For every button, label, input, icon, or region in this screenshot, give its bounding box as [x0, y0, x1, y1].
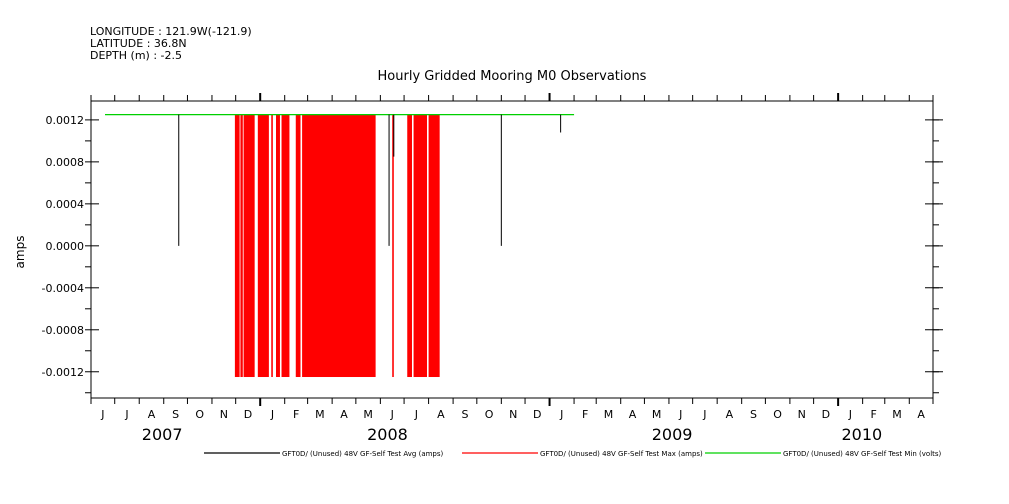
month-label-34: A [917, 408, 925, 421]
month-label-4: O [195, 408, 204, 421]
month-label-15: S [461, 408, 468, 421]
max-series-block-12 [428, 114, 440, 378]
month-label-23: M [652, 408, 662, 421]
y-axis: -0.0012 -0.0008 -0.0004 0.0000 0.0004 0.0008 0… [42, 114, 943, 394]
max-series-block-3 [257, 114, 269, 378]
month-label-13: J [414, 408, 418, 421]
month-label-7: J [270, 408, 274, 421]
header-longitude: LONGITUDE : 121.9W(-121.9) [90, 25, 252, 38]
y-tick-label-3: 0.0000 [46, 240, 85, 253]
legend-label-0: GFT0D/ (Unused) 48V GF-Self Test Avg (am… [282, 450, 444, 458]
month-label-26: A [726, 408, 734, 421]
max-series-block-9 [392, 114, 394, 378]
month-label-30: D [822, 408, 830, 421]
month-label-1: J [124, 408, 128, 421]
max-series-block-2 [243, 114, 255, 378]
month-label-21: M [604, 408, 614, 421]
max-series-block-6 [281, 114, 290, 378]
max-series-block-10 [407, 114, 412, 378]
y-tick-label-4: 0.0004 [46, 198, 85, 211]
month-label-10: A [340, 408, 348, 421]
header-info: LONGITUDE : 121.9W(-121.9) LATITUDE : 36… [90, 25, 252, 62]
y-tick-label-6: 0.0012 [46, 114, 85, 127]
y-tick-label-1: -0.0008 [42, 324, 84, 337]
y-tick-label-0: -0.0012 [42, 366, 84, 379]
month-label-12: J [390, 408, 394, 421]
y-axis-label: amps [13, 236, 27, 269]
header-latitude: LATITUDE : 36.8N [90, 37, 187, 50]
legend-label-1: GFT0D/ (Unused) 48V GF-Self Test Max (am… [540, 450, 703, 458]
max-series-block-7 [295, 114, 301, 378]
max-series-block-8 [302, 114, 376, 378]
max-series-block-4 [271, 114, 273, 378]
plot-frame [90, 100, 934, 399]
month-label-6: D [244, 408, 252, 421]
month-label-31: J [848, 408, 852, 421]
month-label-17: N [509, 408, 517, 421]
month-label-16: O [485, 408, 494, 421]
month-label-9: M [315, 408, 325, 421]
header-depth: DEPTH (m) : -2.5 [90, 49, 182, 62]
month-label-25: J [702, 408, 706, 421]
year-label-2010: 2010 [841, 425, 882, 444]
x-axis: J J A S O N D J F M A M J J A S O N D J F M A M J J A S O N D J F M A 2007 2… [90, 93, 934, 444]
month-label-11: M [363, 408, 373, 421]
month-label-5: N [220, 408, 228, 421]
month-label-28: O [773, 408, 782, 421]
month-label-8: F [293, 408, 299, 421]
max-series-block-5 [276, 114, 280, 378]
legend: GFT0D/ (Unused) 48V GF-Self Test Avg (am… [204, 450, 942, 458]
max-series-block-1 [240, 114, 243, 378]
year-label-2008: 2008 [367, 425, 408, 444]
max-series-block-11 [413, 114, 428, 378]
y-tick-label-2: -0.0004 [42, 282, 84, 295]
month-label-0: J [100, 408, 104, 421]
month-label-14: A [437, 408, 445, 421]
plot-area [90, 100, 934, 399]
month-label-29: N [798, 408, 806, 421]
month-label-20: F [582, 408, 588, 421]
month-label-24: J [678, 408, 682, 421]
month-label-32: F [871, 408, 877, 421]
legend-label-2: GFT0D/ (Unused) 48V GF-Self Test Min (vo… [783, 450, 942, 458]
month-label-27: S [750, 408, 757, 421]
month-label-22: A [629, 408, 637, 421]
max-series-block-0 [234, 114, 240, 378]
month-label-19: J [559, 408, 563, 421]
month-label-18: D [533, 408, 541, 421]
year-label-2009: 2009 [652, 425, 693, 444]
chart-title: Hourly Gridded Mooring M0 Observations [378, 69, 647, 84]
year-label-2007: 2007 [142, 425, 183, 444]
month-label-33: M [892, 408, 902, 421]
month-label-3: S [172, 408, 179, 421]
month-label-2: A [148, 408, 156, 421]
y-tick-label-5: 0.0008 [46, 156, 85, 169]
